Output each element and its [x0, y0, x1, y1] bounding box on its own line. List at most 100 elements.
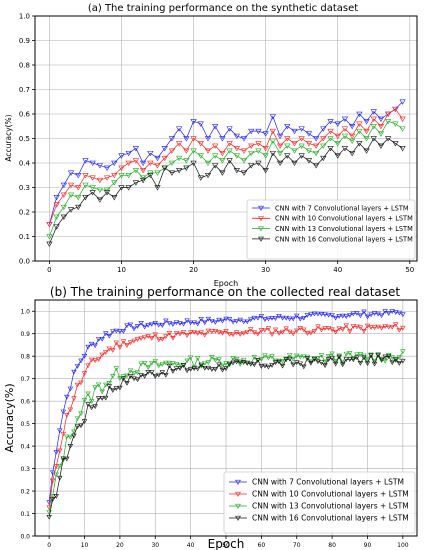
data-point	[255, 160, 262, 167]
data-point	[154, 163, 161, 169]
data-point	[392, 121, 399, 127]
data-point	[262, 146, 269, 152]
data-point	[161, 165, 168, 171]
data-point	[286, 316, 293, 322]
data-point	[385, 119, 392, 125]
data-point	[339, 327, 346, 332]
data-point	[354, 311, 360, 316]
data-point	[53, 449, 59, 455]
data-point	[240, 148, 248, 154]
data-point	[81, 419, 88, 424]
y-tick-label: 1.0	[19, 12, 30, 20]
data-point	[198, 362, 204, 368]
data-point	[96, 163, 103, 169]
data-point	[216, 317, 222, 323]
data-point	[118, 153, 125, 159]
data-point	[125, 160, 132, 167]
y-tick-label: 0.9	[19, 37, 30, 45]
data-point	[290, 357, 296, 362]
data-point	[329, 313, 335, 318]
x-tick-label: 20	[189, 266, 198, 274]
data-point	[237, 362, 243, 367]
data-point	[60, 192, 67, 198]
data-point	[279, 359, 286, 364]
data-point	[226, 361, 233, 367]
data-point	[269, 332, 275, 337]
data-point	[240, 158, 248, 164]
data-point	[161, 155, 168, 162]
data-point	[134, 324, 141, 329]
data-point	[92, 385, 98, 391]
data-point	[127, 340, 134, 346]
data-point	[251, 362, 258, 368]
data-point	[357, 325, 364, 331]
data-point	[269, 363, 275, 368]
data-point	[399, 146, 406, 152]
data-point	[60, 204, 67, 211]
data-point	[118, 173, 125, 179]
data-point	[305, 131, 313, 137]
y-tick-label: 0.9	[20, 331, 30, 338]
data-point	[85, 363, 91, 369]
data-point	[170, 322, 176, 327]
data-point	[325, 326, 332, 331]
data-point	[64, 412, 70, 418]
data-point	[170, 369, 176, 374]
data-point	[156, 363, 162, 369]
data-point	[106, 334, 113, 339]
data-point	[291, 128, 298, 135]
y-tick-label: 0.6	[20, 399, 30, 406]
data-point	[349, 150, 356, 157]
data-point	[240, 319, 247, 325]
data-point	[251, 315, 258, 321]
data-point	[145, 323, 151, 328]
data-point	[78, 411, 84, 417]
x-tick-label: 20	[116, 542, 124, 549]
chart-a-x-ticks: 0 10 20 30 40 50	[47, 261, 414, 274]
data-point	[75, 204, 82, 211]
data-point	[269, 138, 276, 145]
data-point	[347, 329, 353, 335]
data-point	[298, 136, 305, 142]
legend-marker	[258, 236, 264, 242]
data-point	[318, 360, 325, 366]
data-point	[194, 366, 201, 372]
data-point	[110, 388, 116, 393]
legend-box	[246, 199, 416, 260]
data-point	[148, 370, 155, 375]
data-point	[378, 313, 385, 319]
data-point	[304, 356, 311, 361]
data-point	[170, 336, 176, 341]
data-point	[248, 143, 255, 149]
data-point	[67, 407, 74, 413]
data-point	[377, 131, 385, 137]
x-tick-label: 50	[222, 542, 230, 549]
data-point	[124, 381, 130, 386]
data-point	[283, 315, 289, 321]
data-point	[191, 320, 197, 326]
data-point	[276, 358, 282, 364]
data-point	[204, 148, 212, 154]
data-point	[111, 195, 118, 201]
data-point	[163, 318, 169, 324]
data-point	[177, 366, 183, 371]
data-point	[141, 324, 148, 330]
data-point	[312, 163, 320, 169]
data-point	[318, 312, 325, 317]
data-point	[82, 173, 89, 179]
data-point	[131, 371, 137, 376]
data-point	[194, 356, 201, 361]
data-point	[301, 364, 307, 370]
data-point	[339, 362, 346, 368]
data-point	[262, 317, 268, 323]
data-point	[279, 329, 286, 335]
data-point	[368, 353, 374, 359]
data-point	[113, 386, 120, 391]
data-point	[341, 126, 349, 132]
data-point	[389, 360, 395, 366]
y-tick-label: 0.2	[20, 488, 30, 495]
data-point	[349, 133, 356, 140]
data-point	[138, 373, 144, 378]
data-point	[370, 124, 377, 130]
data-point	[322, 359, 328, 365]
